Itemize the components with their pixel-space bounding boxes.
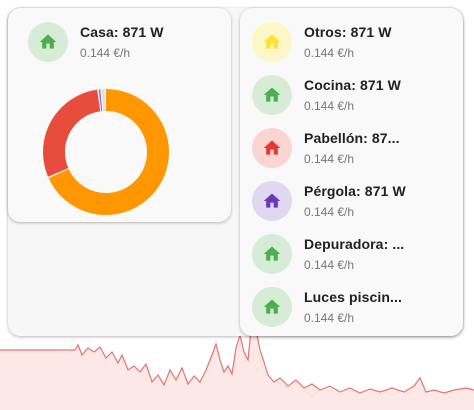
home-icon[interactable]	[252, 75, 292, 115]
entity-row[interactable]: Cocina: 871 W 0.144 €/h	[252, 75, 452, 119]
entity-row[interactable]: Pabellón: 87... 0.144 €/h	[252, 128, 452, 172]
entity-name: Luces piscin...	[304, 289, 402, 305]
entity-price: 0.144 €/h	[304, 46, 355, 60]
home-icon[interactable]	[252, 128, 292, 168]
entity-name: Pérgola: 871 W	[304, 183, 406, 199]
donut-segment	[43, 89, 169, 215]
entity-price: 0.144 €/h	[304, 152, 355, 166]
graph-area-fill	[0, 320, 474, 410]
entity-name: Depuradora: ...	[304, 236, 405, 252]
casa-name: Casa: 871 W	[80, 24, 164, 40]
entity-price: 0.144 €/h	[304, 99, 355, 113]
entity-row[interactable]: Otros: 871 W 0.144 €/h	[252, 22, 452, 66]
entity-price: 0.144 €/h	[304, 311, 355, 325]
donut-segment	[43, 89, 169, 215]
entity-name: Pabellón: 87...	[304, 130, 400, 146]
entity-list-card: Otros: 871 W 0.144 €/h Cocina: 871 W 0.144 …	[240, 8, 463, 336]
entity-price: 0.144 €/h	[304, 258, 355, 272]
entity-row[interactable]: Luces piscin... 0.144 €/h	[252, 287, 452, 331]
home-icon[interactable]	[252, 287, 292, 327]
graph-line	[0, 319, 474, 394]
home-icon[interactable]	[252, 234, 292, 274]
entity-name: Otros: 871 W	[304, 24, 392, 40]
casa-entity[interactable]: Casa: 871 W 0.144 €/h	[28, 22, 218, 66]
entity-price: 0.144 €/h	[304, 205, 355, 219]
power-donut-chart	[43, 89, 169, 215]
power-history-graph	[0, 319, 474, 410]
casa-card[interactable]: Casa: 871 W 0.144 €/h	[8, 8, 231, 222]
home-icon[interactable]	[28, 22, 68, 62]
home-icon[interactable]	[252, 181, 292, 221]
entity-name: Cocina: 871 W	[304, 77, 401, 93]
entity-row[interactable]: Pérgola: 871 W 0.144 €/h	[252, 181, 452, 225]
entity-row[interactable]: Depuradora: ... 0.144 €/h	[252, 234, 452, 278]
casa-price: 0.144 €/h	[80, 46, 131, 60]
home-icon[interactable]	[252, 22, 292, 62]
